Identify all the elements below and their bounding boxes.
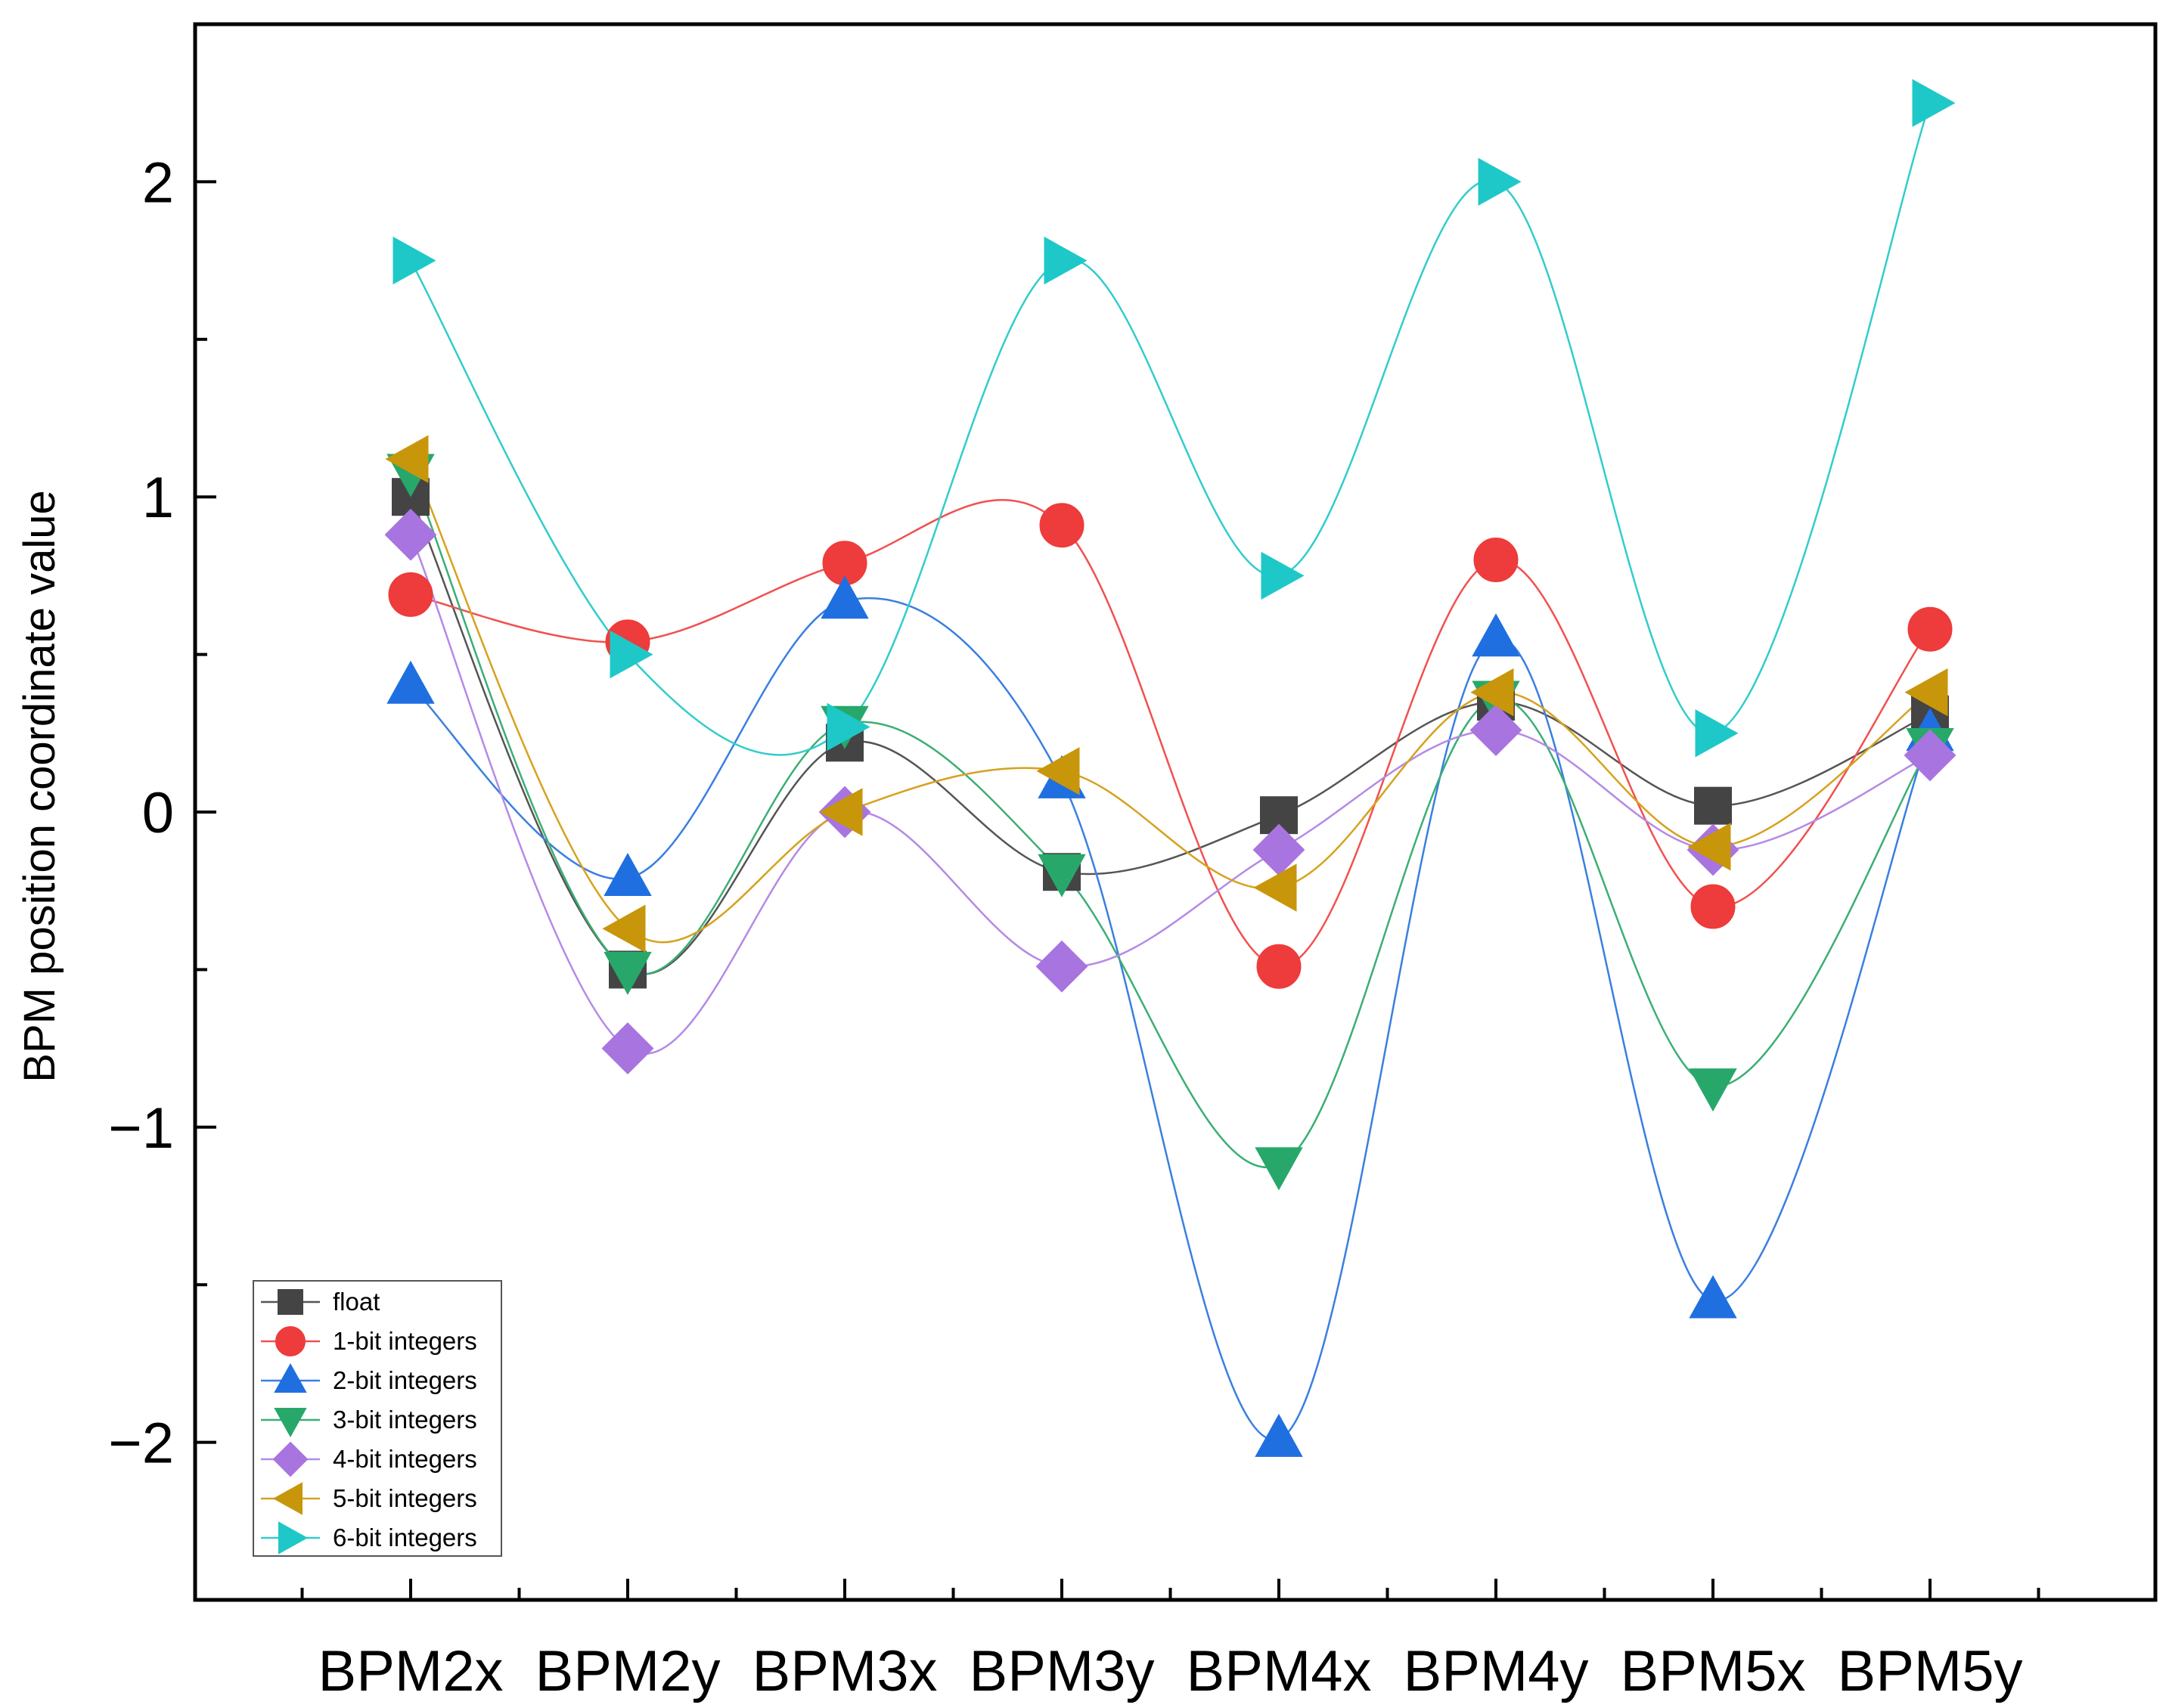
data-point-s3-BPM2x <box>386 660 435 704</box>
data-point-s4-BPM4x <box>1255 1147 1303 1191</box>
legend-label: 1-bit integers <box>333 1327 477 1355</box>
y-axis-title: BPM position coordinate value <box>15 490 64 1082</box>
data-point-s7-BPM5y <box>1912 79 1956 127</box>
x-tick-label: BPM4x <box>1187 1639 1372 1703</box>
y-tick-label: 0 <box>142 781 174 845</box>
data-point-s7-BPM5x <box>1695 709 1739 758</box>
series-curve-2 <box>410 499 1931 968</box>
data-point-s5-BPM2y <box>601 1022 654 1075</box>
data-point-s5-BPM4y <box>1469 704 1522 757</box>
data-point-s2-BPM2x <box>388 572 433 617</box>
data-point-s4-BPM3y <box>1038 854 1086 897</box>
data-point-s6-BPM4x <box>1253 863 1297 912</box>
data-point-s2-BPM4x <box>1256 944 1302 989</box>
data-point-s5-BPM2x <box>384 508 437 561</box>
data-point-s6-BPM5x <box>1687 823 1731 871</box>
legend-label: 3-bit integers <box>333 1406 477 1434</box>
data-point-s7-BPM2y <box>610 630 653 679</box>
x-tick-label: BPM2y <box>535 1639 721 1703</box>
legend-marker-4 <box>274 1408 307 1438</box>
data-point-s7-BPM2x <box>393 236 436 285</box>
data-point-s6-BPM4y <box>1470 668 1514 717</box>
data-point-s5-BPM5y <box>1904 729 1956 782</box>
legend-label: 6-bit integers <box>333 1524 477 1551</box>
legend-label: 2-bit integers <box>333 1366 477 1394</box>
legend-label: float <box>333 1288 380 1316</box>
data-point-s4-BPM2y <box>604 951 652 995</box>
data-point-s6-BPM2y <box>602 904 646 953</box>
y-tick-label: 2 <box>142 150 174 215</box>
data-point-s7-BPM3x <box>827 702 870 752</box>
y-tick-label: 1 <box>142 466 174 530</box>
data-point-s7-BPM4y <box>1478 157 1522 206</box>
data-point-s6-BPM3x <box>819 788 863 836</box>
axes: BPM2x BPM2y BPM3x BPM3y BPM4x BPM4y BPM5x BPM5y… <box>108 23 2040 1703</box>
data-point-s3-BPM3x <box>821 575 869 619</box>
legend-marker-6 <box>272 1482 303 1515</box>
legend-marker-2 <box>275 1326 306 1356</box>
x-tick-label: BPM2x <box>318 1639 504 1703</box>
data-point-s1-BPM5x <box>1694 786 1732 825</box>
data-point-s3-BPM4x <box>1255 1413 1303 1457</box>
data-point-s3-BPM4y <box>1472 613 1520 657</box>
y-tick-label: −1 <box>108 1096 174 1161</box>
x-tick-label: BPM5x <box>1621 1639 1806 1703</box>
data-point-s7-BPM4x <box>1261 551 1305 600</box>
data-point-s2-BPM4y <box>1473 538 1519 583</box>
x-tick-label: BPM3x <box>752 1639 938 1703</box>
legend-label: 4-bit integers <box>333 1445 477 1473</box>
x-tick-label: BPM5y <box>1838 1639 2023 1703</box>
series-markers <box>384 79 1956 1457</box>
data-point-s6-BPM3y <box>1036 747 1080 795</box>
data-point-s6-BPM2x <box>385 435 429 483</box>
data-point-s6-BPM5y <box>1904 668 1948 717</box>
legend-marker-1 <box>278 1289 303 1315</box>
data-point-s3-BPM2y <box>604 852 652 897</box>
y-tick-label: −2 <box>108 1412 174 1476</box>
legend-label: 5-bit integers <box>333 1484 477 1512</box>
x-tick-label: BPM3y <box>970 1639 1155 1703</box>
data-point-s7-BPM3y <box>1044 236 1088 285</box>
legend-marker-7 <box>278 1521 309 1555</box>
data-point-s5-BPM3y <box>1035 940 1088 993</box>
x-tick-label: BPM4y <box>1404 1639 1589 1703</box>
legend-marker-3 <box>274 1362 307 1393</box>
data-point-s4-BPM5x <box>1689 1068 1737 1112</box>
legend: float 1-bit integers 2-bit integers 3-bit i… <box>253 1280 502 1557</box>
data-point-s2-BPM5y <box>1907 606 1953 652</box>
data-point-s3-BPM5x <box>1689 1275 1737 1319</box>
data-point-s2-BPM5x <box>1690 884 1736 929</box>
legend-marker-5 <box>272 1441 309 1477</box>
data-point-s2-BPM3y <box>1039 503 1084 548</box>
